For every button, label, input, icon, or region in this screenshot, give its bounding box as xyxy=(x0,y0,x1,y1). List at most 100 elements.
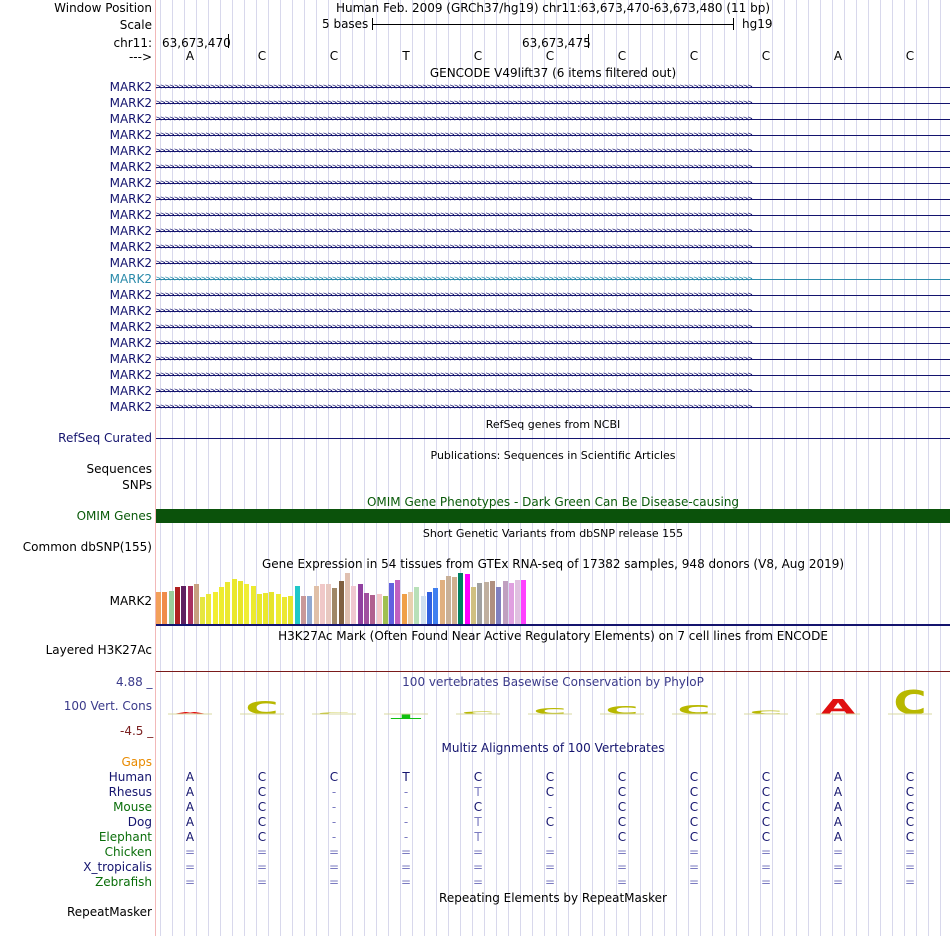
gtex-tissue-bar[interactable] xyxy=(250,586,256,624)
gtex-tissue-bar[interactable] xyxy=(162,592,168,624)
gtex-tissue-bar[interactable] xyxy=(483,582,489,624)
gtex-tissue-bar[interactable] xyxy=(225,582,231,624)
gencode-transcript-line[interactable] xyxy=(156,295,950,296)
gencode-transcript-line[interactable] xyxy=(156,119,950,120)
gtex-tissue-bar[interactable] xyxy=(508,583,514,624)
omim-label[interactable]: OMIM Genes xyxy=(76,509,152,523)
omim-feature[interactable] xyxy=(156,509,950,523)
gencode-item-label[interactable]: MARK2 xyxy=(109,352,152,366)
gtex-tissue-bar[interactable] xyxy=(288,596,294,624)
gtex-tissue-bar[interactable] xyxy=(502,581,508,624)
gtex-tissue-bar[interactable] xyxy=(414,587,420,624)
gtex-tissue-bar[interactable] xyxy=(332,588,338,624)
gtex-tissue-bar[interactable] xyxy=(445,576,451,624)
gtex-tissue-bar[interactable] xyxy=(389,583,395,624)
gtex-tissue-bar[interactable] xyxy=(458,573,464,624)
gencode-item-label[interactable]: MARK2 xyxy=(109,176,152,190)
gencode-item-label[interactable]: MARK2 xyxy=(109,96,152,110)
gtex-tissue-bar[interactable] xyxy=(357,584,363,624)
gtex-tissue-bar[interactable] xyxy=(382,596,388,624)
gtex-tissue-bar[interactable] xyxy=(420,596,426,624)
gtex-label[interactable]: MARK2 xyxy=(109,594,152,608)
gencode-item-label[interactable]: MARK2 xyxy=(109,288,152,302)
gencode-transcript-line[interactable] xyxy=(156,151,950,152)
gtex-tissue-bar[interactable] xyxy=(181,586,187,624)
gencode-transcript-line[interactable] xyxy=(156,199,950,200)
gtex-tissue-bar[interactable] xyxy=(219,587,224,624)
gencode-item-label[interactable]: MARK2 xyxy=(109,224,152,238)
species-label[interactable]: Elephant xyxy=(98,830,152,844)
species-label[interactable]: Chicken xyxy=(104,845,152,859)
gtex-tissue-bar[interactable] xyxy=(156,592,161,624)
gtex-tissue-bar[interactable] xyxy=(496,587,502,624)
phylop-base-glyph[interactable]: C xyxy=(677,702,710,717)
gencode-transcript-line[interactable] xyxy=(156,215,950,216)
gencode-transcript-line[interactable] xyxy=(156,311,950,312)
gtex-tissue-bar[interactable] xyxy=(401,594,407,624)
gencode-item-label[interactable]: MARK2 xyxy=(109,320,152,334)
gtex-tissue-bar[interactable] xyxy=(244,584,250,624)
gencode-item-label[interactable]: MARK2 xyxy=(109,160,152,174)
phylop-label[interactable]: 100 Vert. Cons xyxy=(63,699,152,713)
gtex-tissue-bar[interactable] xyxy=(231,579,237,624)
gtex-tissue-bar[interactable] xyxy=(376,594,382,624)
gtex-tissue-bar[interactable] xyxy=(263,593,269,624)
gtex-tissue-bar[interactable] xyxy=(313,586,319,624)
gencode-item-label[interactable]: MARK2 xyxy=(109,272,152,286)
gencode-transcript-line[interactable] xyxy=(156,247,950,248)
refseq-label[interactable]: RefSeq Curated xyxy=(58,431,152,445)
gtex-tissue-bar[interactable] xyxy=(269,592,275,624)
dbsnp-label[interactable]: Common dbSNP(155) xyxy=(22,540,152,554)
gencode-item-label[interactable]: MARK2 xyxy=(109,368,152,382)
gtex-tissue-bar[interactable] xyxy=(489,581,495,624)
gencode-item-label[interactable]: MARK2 xyxy=(109,192,152,206)
gencode-item-label[interactable]: MARK2 xyxy=(109,80,152,94)
gtex-tissue-bar[interactable] xyxy=(307,596,313,624)
species-label[interactable]: Rhesus xyxy=(108,785,152,799)
repeatmasker-label[interactable]: RepeatMasker xyxy=(66,905,152,919)
gencode-transcript-line[interactable] xyxy=(156,103,950,104)
gtex-tissue-bar[interactable] xyxy=(452,577,458,624)
phylop-base-glyph[interactable]: C xyxy=(317,712,350,714)
species-label[interactable]: Dog xyxy=(127,815,152,829)
gtex-tissue-bar[interactable] xyxy=(408,592,413,624)
phylop-base-glyph[interactable]: C xyxy=(749,710,782,715)
phylop-base-glyph[interactable]: C xyxy=(461,711,494,715)
gtex-bar-chart[interactable] xyxy=(156,572,556,624)
species-label[interactable]: Mouse xyxy=(113,800,152,814)
gtex-tissue-bar[interactable] xyxy=(300,596,306,624)
gencode-transcript-line[interactable] xyxy=(156,391,950,392)
gtex-tissue-bar[interactable] xyxy=(345,573,350,624)
gtex-tissue-bar[interactable] xyxy=(319,584,325,624)
phylop-base-glyph[interactable]: C xyxy=(605,704,638,717)
gencode-transcript-line[interactable] xyxy=(156,167,950,168)
gtex-tissue-bar[interactable] xyxy=(363,593,369,624)
gtex-tissue-bar[interactable] xyxy=(338,581,344,624)
gencode-item-label[interactable]: MARK2 xyxy=(109,208,152,222)
gtex-tissue-bar[interactable] xyxy=(294,586,300,624)
species-label[interactable]: Zebrafish xyxy=(95,875,152,889)
gencode-transcript-line[interactable] xyxy=(156,135,950,136)
gencode-item-label[interactable]: MARK2 xyxy=(109,384,152,398)
gtex-tissue-bar[interactable] xyxy=(168,591,174,624)
gtex-tissue-bar[interactable] xyxy=(515,580,521,624)
gtex-tissue-bar[interactable] xyxy=(370,595,376,624)
gtex-tissue-bar[interactable] xyxy=(477,583,483,624)
gencode-item-label[interactable]: MARK2 xyxy=(109,304,152,318)
gtex-tissue-bar[interactable] xyxy=(439,580,445,624)
gencode-transcript-line[interactable] xyxy=(156,343,950,344)
gtex-tissue-bar[interactable] xyxy=(193,584,199,624)
gtex-tissue-bar[interactable] xyxy=(351,586,357,624)
gtex-tissue-bar[interactable] xyxy=(464,574,470,624)
gtex-tissue-bar[interactable] xyxy=(237,581,243,624)
h3k27ac-label[interactable]: Layered H3K27Ac xyxy=(45,643,152,657)
gencode-transcript-line[interactable] xyxy=(156,359,950,360)
gtex-tissue-bar[interactable] xyxy=(206,594,212,624)
gtex-tissue-bar[interactable] xyxy=(521,580,527,624)
gencode-transcript-line[interactable] xyxy=(156,263,950,264)
gtex-tissue-bar[interactable] xyxy=(200,597,206,624)
gtex-tissue-bar[interactable] xyxy=(471,587,476,624)
gencode-transcript-line[interactable] xyxy=(156,327,950,328)
phylop-base-glyph[interactable]: C xyxy=(245,698,278,719)
